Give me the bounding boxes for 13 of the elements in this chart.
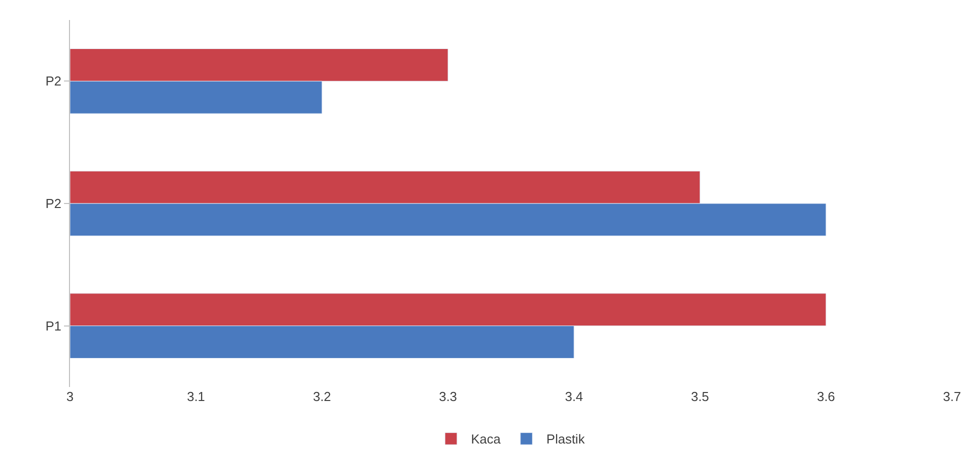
x-tick-label: 3.5 [690, 389, 710, 404]
y-tick-label: P1 [45, 318, 62, 334]
x-tick-label: 3.6 [816, 389, 836, 404]
x-tick-label: 3.1 [186, 389, 206, 404]
x-tick-label: 3.2 [312, 389, 332, 404]
x-tick-label: 3 [66, 389, 74, 404]
y-tick-label: P2 [45, 196, 62, 212]
legend-label: Plastik [546, 432, 586, 447]
x-tick-label: 3.3 [438, 389, 458, 404]
x-tick-label: 3.7 [942, 389, 962, 404]
y-tick-label: P2 [45, 74, 62, 89]
legend-label: Kaca [471, 432, 502, 447]
x-tick-label: 3.4 [564, 389, 584, 404]
